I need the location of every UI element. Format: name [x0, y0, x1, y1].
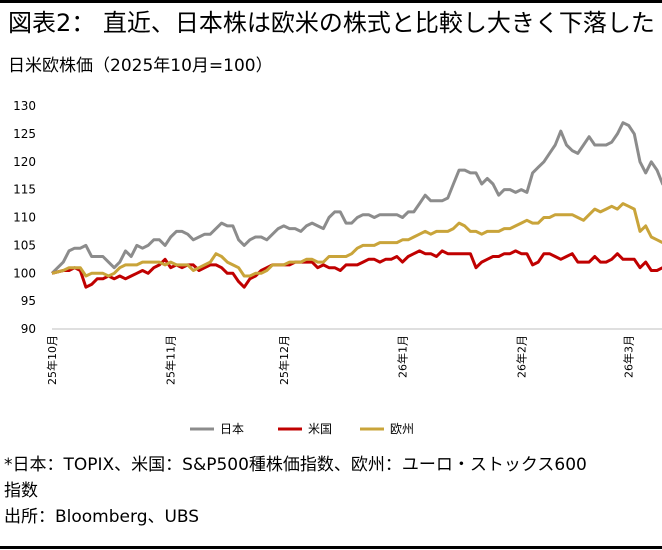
- bottom-rule: [0, 546, 662, 549]
- y-tick-label-110: 110: [13, 211, 36, 225]
- legend-label-japan: 日本: [220, 422, 244, 436]
- y-tick-label-130: 130: [13, 99, 36, 113]
- x-tick-label-5: 26年3月: [622, 335, 636, 378]
- legend-label-europe: 欧州: [390, 422, 414, 436]
- series-line-europe: [51, 202, 662, 278]
- footnotes: *日本：TOPIX、米国：S&P500種株価指数、欧州：ユーロ・ストックス600…: [4, 452, 658, 530]
- y-tick-label-90: 90: [21, 322, 36, 336]
- y-tick-label-115: 115: [13, 183, 36, 197]
- x-tick-label-4: 26年2月: [514, 335, 528, 378]
- footnote-definitions: *日本：TOPIX、米国：S&P500種株価指数、欧州：ユーロ・ストックス600: [4, 455, 587, 475]
- chart-subtitle: 日米欧株価（2025年10月=100）: [8, 56, 273, 76]
- x-tick-label-3: 26年1月: [396, 335, 410, 378]
- y-tick-label-105: 105: [13, 238, 36, 252]
- y-tick-label-95: 95: [21, 294, 36, 308]
- y-tick-label-120: 120: [13, 155, 36, 169]
- y-tick-label-100: 100: [13, 266, 36, 280]
- footnote-source: 出所：Bloomberg、UBS: [4, 507, 200, 527]
- legend-label-us: 米国: [308, 422, 332, 436]
- figure-title: 図表2： 直近、日本株は欧米の株式と比較し大きく下落した: [8, 9, 655, 37]
- x-tick-label-0: 25年10月: [45, 335, 59, 385]
- x-tick-label-2: 25年12月: [277, 335, 291, 385]
- y-tick-label-125: 125: [13, 127, 36, 141]
- series-line-japan: [50, 121, 662, 275]
- top-rule: [0, 0, 662, 3]
- series-line-us: [51, 249, 662, 289]
- line-chart: 90 95 100 105 110 115 120 125 130 25年10月 25年11月 25年…: [13, 99, 662, 436]
- footnote-definitions-cont: 指数: [4, 481, 38, 501]
- x-tick-label-1: 25年11月: [164, 335, 178, 385]
